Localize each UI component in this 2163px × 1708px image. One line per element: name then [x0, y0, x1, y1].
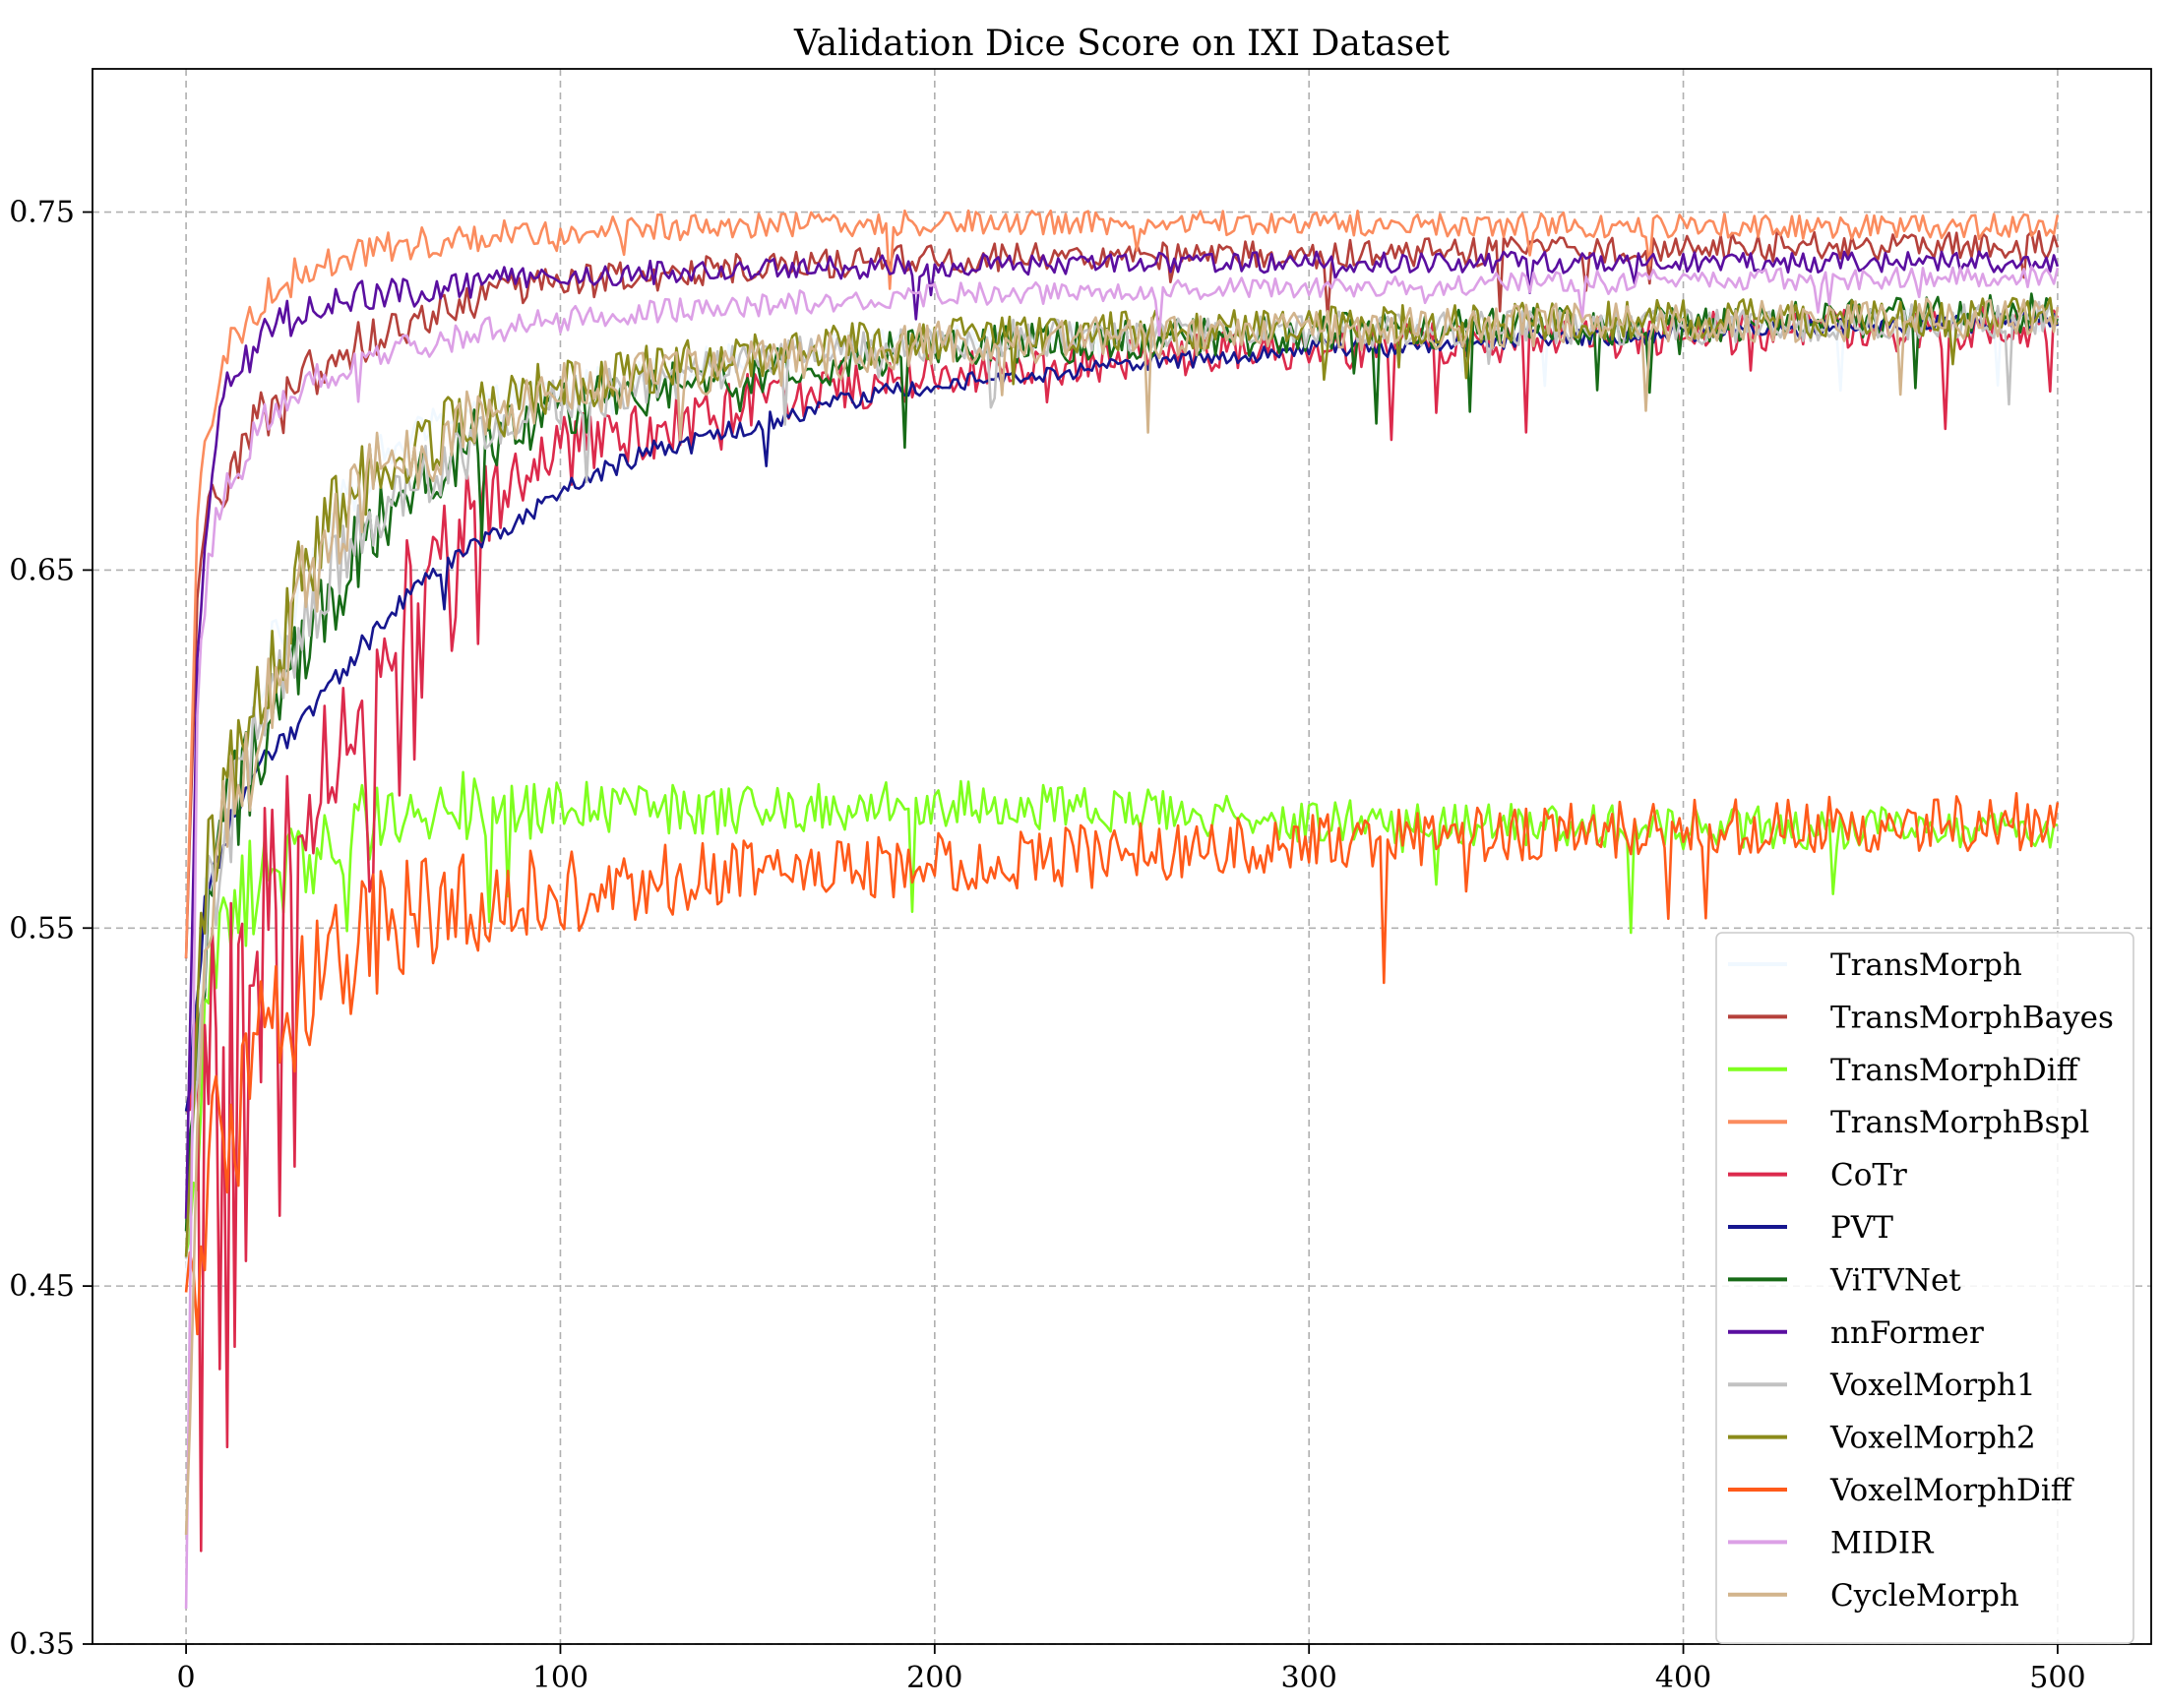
legend-box: [1715, 932, 2134, 1645]
legend-label: PVT: [1830, 1210, 1893, 1246]
y-tick-label: 0.75: [9, 196, 75, 230]
axes: 0 100 200 300 400 500 0.35 0.45 0.55 0.65 0.75: [9, 68, 2152, 1695]
legend-label: TransMorphDiff: [1830, 1053, 2080, 1088]
plot-frame: [92, 68, 2152, 1645]
chart-title: Validation Dice Score on IXI Dataset: [793, 24, 1451, 64]
legend-label: TransMorph: [1830, 947, 2022, 983]
legend: TransMorph TransMorphBayes TransMorphDiff T…: [1715, 932, 2134, 1645]
legend-label: MIDIR: [1830, 1525, 1935, 1560]
x-tick-label: 500: [2029, 1661, 2085, 1695]
x-tick-label: 200: [906, 1661, 962, 1695]
series-line-transmorphbspl: [184, 209, 2060, 958]
legend-label: CoTr: [1830, 1158, 1907, 1193]
series-line-voxelmorph2: [184, 296, 2059, 1257]
legend-label: CycleMorph: [1830, 1578, 2019, 1614]
legend-label: nnFormer: [1830, 1315, 1984, 1351]
legend-label: TransMorphBspl: [1830, 1105, 2089, 1140]
y-tick-label: 0.65: [9, 553, 75, 587]
legend-label: ViTVNet: [1829, 1262, 1961, 1298]
x-tick-label: 100: [532, 1661, 588, 1695]
legend-label: VoxelMorphDiff: [1829, 1473, 2074, 1508]
series-line-nnformer: [184, 250, 2060, 1219]
x-tick-label: 0: [177, 1661, 196, 1695]
series-line-transmorphbayes: [184, 229, 2060, 959]
legend-label: VoxelMorph2: [1829, 1421, 2036, 1456]
x-tick-label: 400: [1655, 1661, 1711, 1695]
legend-label: TransMorphBayes: [1830, 1000, 2114, 1035]
series-layer: [184, 209, 2060, 1610]
y-tick-label: 0.55: [9, 911, 75, 946]
legend-label: VoxelMorph1: [1829, 1368, 2036, 1403]
x-tick-label: 300: [1281, 1661, 1337, 1695]
series-line-cyclemorph: [184, 297, 2060, 1535]
y-tick-label: 0.45: [9, 1269, 75, 1304]
series-line-midir: [184, 265, 2060, 1610]
y-tick-label: 0.35: [9, 1627, 75, 1662]
series-line-transmorphdiff: [184, 770, 2059, 1255]
series-line-voxelmorphdiff: [184, 792, 2060, 1336]
